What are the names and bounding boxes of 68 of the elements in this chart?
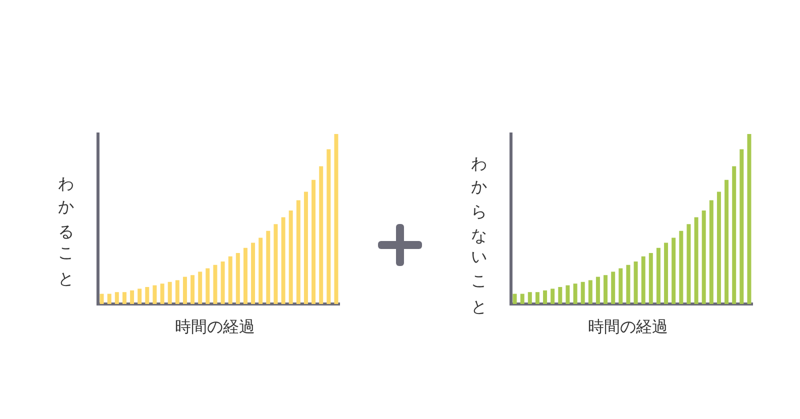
bar [220,262,225,304]
bar [251,242,256,304]
bar [641,256,646,304]
bar [175,280,180,304]
bar [198,272,202,304]
bar [145,287,150,304]
bar [679,230,684,304]
bar [634,262,638,304]
bar [266,230,270,304]
bar [182,276,187,304]
bar [152,285,157,304]
bar [573,284,578,304]
bar [296,200,300,304]
bar [100,294,104,304]
bar [716,192,721,304]
bar [543,290,548,304]
bar [604,275,608,304]
bar [588,280,592,304]
bar [626,264,630,304]
bar [122,292,126,304]
bar [740,149,744,304]
bar [724,180,729,304]
bar [648,253,653,304]
bar [528,292,532,304]
y-axis-title: わからないこと [469,145,489,313]
bar [288,210,293,304]
bar [686,224,691,304]
bar [130,290,134,304]
bar [550,288,555,304]
bar [566,285,570,304]
bar [512,294,517,304]
bar [213,264,218,304]
bar [694,217,698,304]
bar [274,224,278,304]
bar [334,134,338,304]
bar [160,284,164,304]
bar [138,288,142,304]
bar [168,282,172,304]
y-axis-title: わかること [56,165,76,285]
bar [709,200,714,304]
x-axis-title: 時間の経過 [174,317,256,338]
bar [596,276,600,304]
bar [312,180,316,304]
bar [558,287,562,304]
bar [664,242,668,304]
bar [228,256,232,304]
bar [618,268,623,304]
bar [580,282,585,304]
bar [611,272,616,304]
bar [190,275,195,304]
bar [702,210,706,304]
bar [304,192,308,304]
bar [535,292,540,304]
bar [319,166,324,304]
bar [236,253,240,304]
bar [281,217,286,304]
bar [520,294,524,304]
bar [258,238,263,304]
bar [747,134,752,304]
bar [672,238,676,304]
bar [326,149,331,304]
bar [114,292,119,304]
bar [206,268,210,304]
bar [732,166,736,304]
bar [243,248,248,304]
bar [656,248,660,304]
bar [107,294,112,304]
x-axis-title: 時間の経過 [587,317,669,338]
